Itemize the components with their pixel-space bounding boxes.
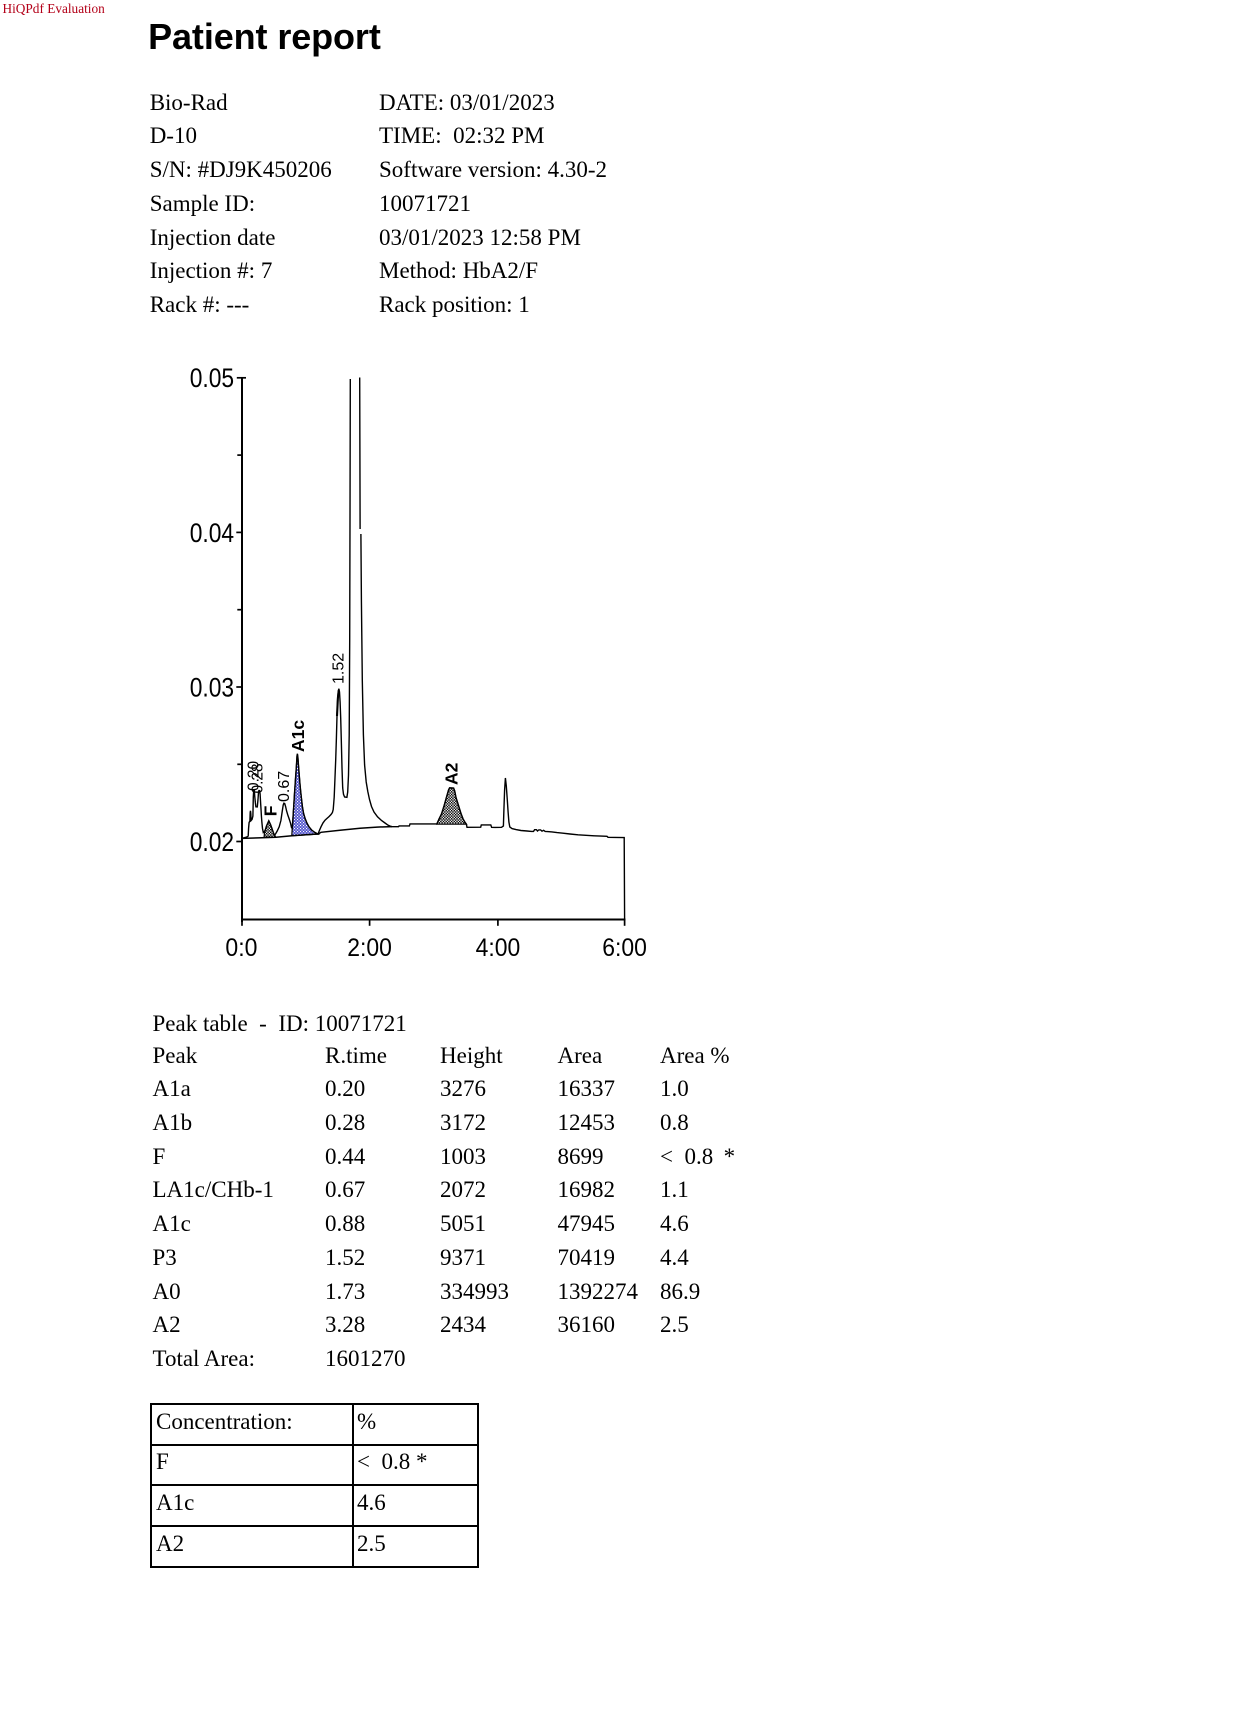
- svg-text:0.05: 0.05: [190, 363, 234, 393]
- svg-text:1.52: 1.52: [331, 653, 348, 684]
- svg-text:A1c: A1c: [288, 720, 308, 752]
- svg-text:6:00: 6:00: [602, 934, 647, 962]
- svg-text:A2: A2: [442, 762, 462, 785]
- svg-text:0.67: 0.67: [276, 771, 293, 802]
- svg-text:2:00: 2:00: [347, 934, 392, 962]
- svg-text:0:0: 0:0: [225, 934, 257, 962]
- svg-text:0.20: 0.20: [246, 760, 263, 791]
- svg-text:4:00: 4:00: [476, 934, 521, 962]
- svg-text:0.04: 0.04: [190, 518, 234, 548]
- svg-text:0.02: 0.02: [190, 827, 234, 857]
- svg-text:0.03: 0.03: [190, 672, 234, 702]
- svg-text:F: F: [260, 805, 280, 816]
- svg-text:0.28: 0.28: [250, 763, 267, 793]
